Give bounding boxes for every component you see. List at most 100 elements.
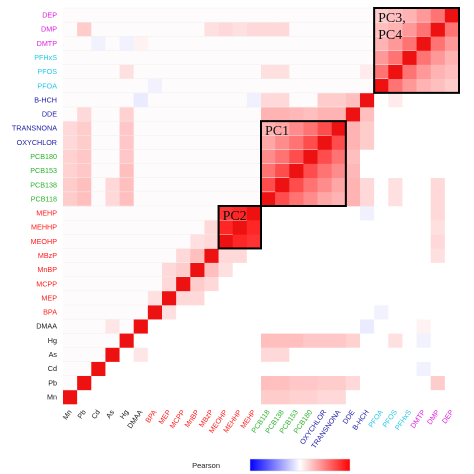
cell-pcb138-mnbp bbox=[190, 177, 205, 193]
cell-pcb138-hg bbox=[119, 177, 135, 193]
cell-dde-pfos bbox=[388, 107, 403, 122]
cell-mehhp-pcb180 bbox=[303, 220, 318, 235]
cell-pb-mnbp bbox=[190, 375, 205, 391]
cell-pfoa-b-hch bbox=[360, 78, 375, 94]
cell-pb-hg bbox=[119, 375, 135, 391]
cell-mn-mcpp bbox=[176, 389, 191, 405]
y-label-pcb118: PCB118 bbox=[31, 194, 57, 203]
cell-pcb153-mcpp bbox=[176, 163, 191, 179]
cell-mep-pb bbox=[77, 290, 92, 306]
cell-transnona-pcb153 bbox=[289, 121, 304, 136]
cell-dde-pcb153 bbox=[289, 107, 304, 122]
cell-pfos-dmp bbox=[430, 64, 446, 80]
cell-mcpp-mep bbox=[162, 276, 177, 292]
cell-mehp-mnbp bbox=[190, 206, 205, 221]
cell-pcb118-mep bbox=[162, 191, 177, 207]
y-label-dep: DEP bbox=[42, 11, 57, 20]
cell-dmaa-mnbp bbox=[190, 319, 205, 334]
cell-pfoa-dmp bbox=[430, 78, 446, 94]
cell-pfhxs-cd bbox=[91, 50, 106, 65]
cell-dmp-mep bbox=[162, 22, 177, 37]
cell-as-dep bbox=[444, 347, 460, 362]
cell-bpa-mehhp bbox=[232, 305, 248, 320]
cell-mep-dmp bbox=[430, 290, 446, 306]
cell-mep-dde bbox=[345, 290, 361, 306]
cell-pfhxs-mep bbox=[162, 50, 177, 65]
cell-hg-oxychlor bbox=[317, 333, 333, 348]
cell-mep-dmtp bbox=[416, 290, 432, 306]
cluster-box-label-3: PC4 bbox=[378, 28, 402, 43]
cell-mehp-dep bbox=[444, 206, 460, 221]
y-label-dmaa: DMAA bbox=[36, 322, 57, 331]
cell-as-hg bbox=[119, 347, 135, 362]
cell-meohp-oxychlor bbox=[317, 234, 333, 249]
cell-b-hch-mbzp bbox=[204, 92, 219, 108]
diagonal-cell-pcb153 bbox=[289, 163, 304, 179]
cell-bpa-b-hch bbox=[360, 305, 375, 320]
cell-meohp-dde bbox=[345, 234, 361, 249]
cell-mn-dde bbox=[345, 389, 361, 405]
cell-mcpp-mn bbox=[63, 276, 78, 292]
cell-pcb138-pcb180 bbox=[303, 177, 318, 193]
cell-mep-mcpp bbox=[176, 290, 191, 306]
cell-hg-transnona bbox=[331, 333, 347, 348]
cell-transnona-pb bbox=[77, 121, 92, 136]
cell-mn-dmtp bbox=[416, 389, 432, 405]
cell-oxychlor-pcb118 bbox=[261, 135, 276, 150]
cell-pb-cd bbox=[91, 375, 106, 391]
cell-pcb118-pcb180 bbox=[303, 191, 318, 207]
cell-dmaa-pb bbox=[77, 319, 92, 334]
cell-meohp-pcb138 bbox=[275, 234, 290, 249]
cell-mbzp-mep bbox=[162, 248, 177, 263]
cell-pcb153-oxychlor bbox=[317, 163, 333, 179]
cell-as-mbzp bbox=[204, 347, 219, 362]
cell-transnona-hg bbox=[119, 121, 135, 136]
cell-meohp-dmp bbox=[430, 234, 446, 249]
cell-bpa-dmp bbox=[430, 305, 446, 320]
cell-mnbp-pcb118 bbox=[261, 262, 276, 278]
cell-as-cd bbox=[91, 347, 106, 362]
cell-pb-pfos bbox=[388, 375, 403, 391]
cell-transnona-b-hch bbox=[360, 121, 375, 136]
cell-mehp-cd bbox=[91, 206, 106, 221]
cell-mn-as bbox=[105, 389, 120, 405]
cell-dde-as bbox=[105, 107, 120, 122]
cell-mehhp-pcb153 bbox=[289, 220, 304, 235]
cell-oxychlor-transnona bbox=[331, 135, 347, 150]
cell-dep-mehhp bbox=[232, 8, 248, 23]
cell-mep-pfhxs bbox=[402, 290, 417, 306]
cell-transnona-dmtp bbox=[416, 121, 432, 136]
cell-pcb180-meohp bbox=[218, 149, 234, 164]
cell-pfoa-pcb180 bbox=[303, 78, 318, 94]
cell-meohp-hg bbox=[119, 234, 135, 249]
cell-pfoa-bpa bbox=[147, 78, 163, 94]
cell-dmaa-mep bbox=[162, 319, 177, 334]
cell-dmaa-pcb118 bbox=[261, 319, 276, 334]
cell-pcb180-bpa bbox=[147, 149, 163, 164]
cell-pfoa-mcpp bbox=[176, 78, 191, 94]
cell-pb-pcb180 bbox=[303, 375, 318, 391]
cell-mbzp-dmp bbox=[430, 248, 446, 263]
diagonal-cell-mehhp bbox=[232, 220, 248, 235]
cell-mehhp-mcpp bbox=[176, 220, 191, 235]
cell-pcb180-pfhxs bbox=[402, 149, 417, 164]
cell-pfhxs-pcb118 bbox=[261, 50, 276, 65]
cell-transnona-dep bbox=[444, 121, 460, 136]
cell-dmp-mnbp bbox=[190, 22, 205, 37]
cell-dmtp-dmaa bbox=[133, 36, 149, 51]
y-label-pfhxs: PFHxS bbox=[34, 53, 57, 62]
diagonal-cell-pfos bbox=[388, 64, 403, 80]
cell-pfhxs-as bbox=[105, 50, 120, 65]
cell-pfoa-mn bbox=[63, 78, 78, 94]
cell-dmaa-pfoa bbox=[374, 319, 389, 334]
cell-dmaa-pfhxs bbox=[402, 319, 417, 334]
cell-mnbp-mehhp bbox=[232, 262, 248, 278]
cell-pcb153-mbzp bbox=[204, 163, 219, 179]
cell-pfhxs-dep bbox=[444, 50, 460, 65]
cell-cd-dep bbox=[444, 361, 460, 377]
cell-mehp-pfoa bbox=[374, 206, 389, 221]
cell-meohp-pfoa bbox=[374, 234, 389, 249]
cell-pfos-mehhp bbox=[232, 64, 248, 80]
diagonal-cell-hg bbox=[119, 333, 135, 348]
